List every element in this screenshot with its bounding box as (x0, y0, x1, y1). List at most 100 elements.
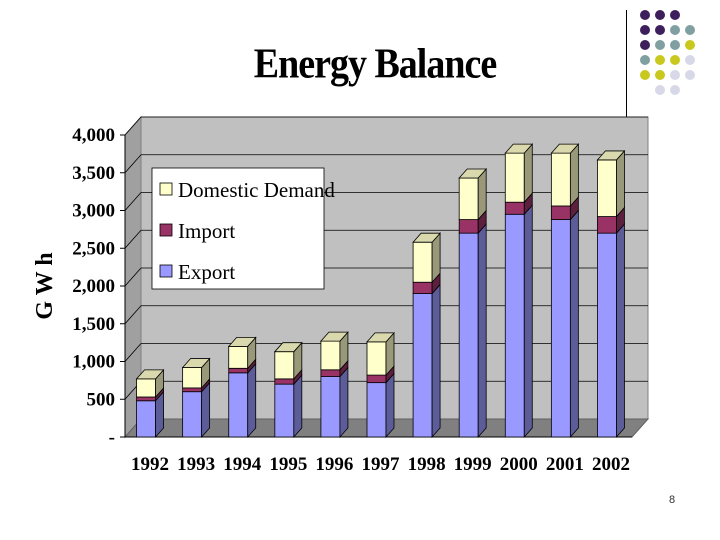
bar-export-1995 (274, 383, 295, 438)
bar-export-1992 (136, 400, 156, 438)
y-tick-label: 500 (87, 389, 116, 410)
bar-domestic-demand-1996 (320, 340, 341, 371)
bar-export-1993 (182, 391, 203, 438)
x-tick-label: 2000 (500, 454, 538, 475)
decorative-dot (640, 25, 650, 35)
x-tick-label: 1994 (223, 454, 262, 475)
bar-import-1998 (412, 281, 433, 294)
x-tick-label: 2001 (546, 454, 584, 475)
bar-side-domestic-demand-2000 (523, 143, 533, 204)
decorative-dot (670, 70, 680, 80)
legend-label-domestic-demand: Domestic Demand (178, 178, 335, 202)
bar-domestic-demand-1997 (366, 341, 387, 376)
bar-top-1997 (366, 332, 395, 343)
y-gridline-side (124, 154, 142, 174)
bar-export-1998 (412, 293, 433, 438)
y-tick-label: - (109, 427, 115, 448)
y-gridline-side (124, 343, 142, 362)
decorative-dot (685, 55, 695, 65)
legend-swatch-export (159, 264, 173, 278)
bar-export-1994 (228, 372, 249, 438)
y-gridline-side (124, 192, 142, 211)
x-tick-label: 2002 (592, 454, 630, 475)
decorative-dot (655, 25, 665, 35)
decorative-divider (626, 10, 627, 120)
y-tick-label: 1,000 (72, 352, 115, 373)
decorative-dot (685, 70, 695, 80)
bar-top-1998 (412, 232, 441, 243)
x-tick-label: 1993 (177, 454, 215, 475)
legend-label-export: Export (178, 260, 235, 284)
y-gridline-side (124, 267, 142, 287)
decorative-dot (670, 25, 680, 35)
bar-domestic-demand-1992 (136, 378, 156, 398)
y-tick-label: 4,000 (72, 125, 115, 146)
decorative-dot (670, 55, 680, 65)
bar-import-1993 (182, 387, 203, 393)
bar-top-1996 (320, 331, 349, 342)
y-tick-label: 3,500 (72, 163, 115, 184)
y-tick-label: 1,500 (72, 314, 115, 335)
legend-swatch-domestic-demand (159, 182, 173, 196)
decorative-dot (655, 10, 665, 20)
bar-side-domestic-demand-2001 (569, 143, 579, 208)
x-tick-label: 1996 (315, 454, 353, 475)
decorative-dot (640, 40, 650, 50)
decorative-dot (670, 10, 680, 20)
decorative-dot (655, 55, 665, 65)
bar-import-1992 (136, 396, 156, 402)
decorative-dot (640, 70, 650, 80)
bar-domestic-demand-1994 (228, 345, 249, 369)
bar-side-export-2000 (523, 204, 533, 439)
bar-side-export-1999 (477, 223, 487, 439)
bar-import-2002 (597, 216, 617, 234)
y-gridline-side (124, 229, 142, 249)
bar-domestic-demand-2000 (504, 152, 525, 203)
bar-side-export-1996 (339, 366, 349, 439)
bar-import-1996 (320, 369, 341, 377)
slide-title: Energy Balance (253, 40, 497, 88)
bar-export-2001 (550, 219, 571, 438)
decorative-dot (670, 85, 680, 95)
bar-side-export-1998 (431, 283, 441, 439)
x-tick-label: 1999 (454, 454, 492, 475)
bar-domestic-demand-1995 (274, 351, 295, 380)
bar-domestic-demand-2002 (597, 159, 617, 217)
bar-side-export-2001 (569, 209, 579, 439)
x-tick-label: 1997 (362, 454, 401, 475)
bar-domestic-demand-1993 (182, 367, 203, 389)
decorative-dot (655, 40, 665, 50)
bar-side-domestic-demand-2002 (616, 149, 625, 218)
bar-domestic-demand-1999 (458, 177, 479, 220)
bar-export-2000 (504, 213, 525, 438)
x-tick-label: 1995 (269, 454, 307, 475)
y-tick-label: 3,000 (72, 201, 115, 222)
bar-import-2001 (550, 205, 571, 220)
bar-top-1994 (227, 336, 257, 347)
bar-top-2002 (596, 150, 626, 161)
bar-export-1996 (320, 376, 341, 438)
x-tick-label: 1998 (408, 454, 446, 475)
decorative-dot (640, 55, 650, 65)
legend-label-import: Import (178, 219, 235, 243)
bar-top-1992 (135, 369, 165, 380)
decorative-dot-grid (640, 10, 720, 120)
bar-import-1994 (228, 367, 249, 374)
bar-side-export-1994 (247, 362, 257, 439)
bar-side-export-1997 (385, 372, 395, 439)
y-axis-label: G W h (32, 252, 58, 319)
decorative-dot (655, 85, 665, 95)
bar-domestic-demand-1998 (412, 241, 433, 283)
y-gridline-side (124, 305, 142, 325)
page-number: 8 (668, 494, 676, 506)
decorative-dot (685, 40, 695, 50)
y-gridline-side (124, 116, 142, 136)
decorative-dot (640, 10, 650, 20)
bar-export-2002 (597, 232, 617, 438)
bar-top-2000 (504, 143, 534, 154)
x-tick-label: 1992 (131, 454, 169, 475)
bar-export-1999 (458, 232, 479, 438)
bar-top-1999 (458, 168, 488, 179)
